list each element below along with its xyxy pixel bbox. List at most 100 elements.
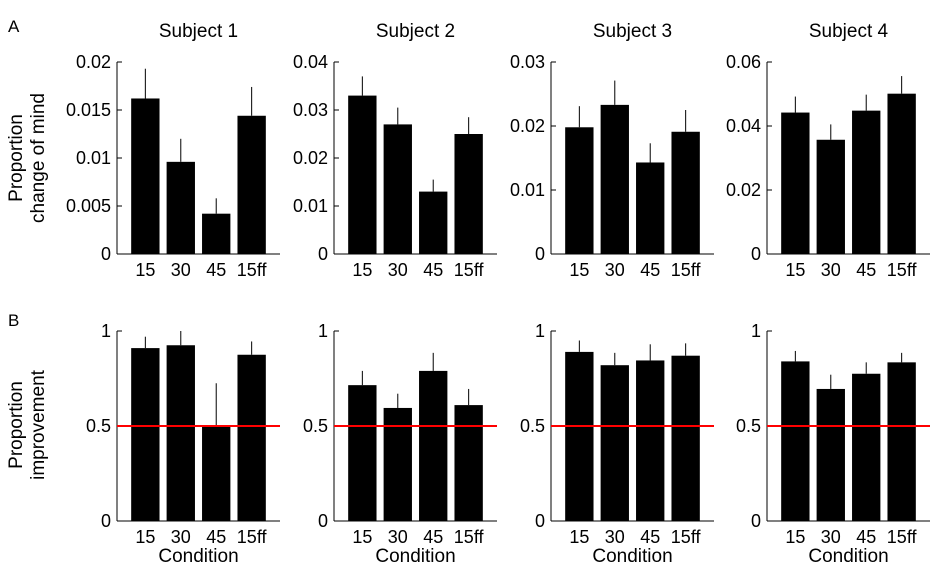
chart8-xtick-1: 15 — [785, 527, 805, 547]
chart2-bar-4 — [454, 134, 483, 254]
chart7-bar-1 — [565, 351, 594, 521]
chart4-bar-4 — [887, 93, 916, 255]
chart3-ytick-3: 0.02 — [510, 116, 545, 136]
chart4-bar-2 — [816, 139, 845, 254]
chart7-xtick-4: 15ff — [671, 527, 702, 547]
chart3-bar-2 — [600, 104, 629, 254]
chart5-ytick-1: 0 — [101, 511, 111, 531]
chart2-bar-3 — [419, 191, 448, 254]
chart6-bar-3 — [419, 370, 448, 521]
chart7-ytick-3: 1 — [535, 321, 545, 341]
chart6-xtick-4: 15ff — [454, 527, 485, 547]
chart8-ytick-2: 0.5 — [736, 416, 761, 436]
chart6-bar-4 — [454, 405, 483, 521]
chart6-xtick-2: 30 — [388, 527, 408, 547]
chart4-ytick-4: 0.06 — [726, 52, 761, 72]
chart8-xtick-3: 45 — [856, 527, 876, 547]
chart6-bar-1 — [348, 385, 377, 521]
chart2-xtick-3: 45 — [423, 260, 443, 280]
chart3-bar-1 — [565, 127, 594, 254]
chart3-title: Subject 3 — [593, 21, 672, 42]
chart4-bar-3 — [852, 110, 881, 254]
chart5-panel: 15 30 45 15ff 0 0.5 1 Condition — [86, 321, 280, 566]
chart3-panel: Subject 3 15 30 45 15ff 0 0.01 0.02 0.03 — [510, 21, 714, 280]
chart3-xtick-3: 45 — [640, 260, 660, 280]
chart2-bar-1 — [348, 95, 377, 254]
chart6-panel: 15 30 45 15ff 0 0.5 1 Condition — [303, 321, 497, 566]
chart1-bar-2 — [166, 161, 195, 254]
chart1-xtick-3: 45 — [206, 260, 226, 280]
chart4-ytick-3: 0.04 — [726, 116, 761, 136]
chart2-ytick-4: 0.03 — [293, 100, 328, 120]
chart1-bar-3 — [202, 213, 231, 254]
chart2-xtick-4: 15ff — [454, 260, 485, 280]
chart7-bar-4 — [671, 355, 700, 521]
chart6-xtick-1: 15 — [352, 527, 372, 547]
chart3-ytick-1: 0 — [535, 244, 545, 264]
chart2-panel: Subject 2 15 30 45 15ff 0 0.01 0.02 0.03 0.04 — [293, 21, 497, 280]
chart7-xlabel: Condition — [592, 546, 672, 566]
chart5-xtick-1: 15 — [135, 527, 155, 547]
chart1-bar-1 — [131, 98, 160, 254]
chart6-ytick-2: 0.5 — [303, 416, 328, 436]
chart1-ytick-1: 0 — [101, 244, 111, 264]
chart8-ytick-1: 0 — [751, 511, 761, 531]
chart2-bar-2 — [383, 124, 412, 255]
chart1-xtick-1: 15 — [135, 260, 155, 280]
chart4-title: Subject 4 — [809, 21, 889, 42]
chart8-bar-1 — [781, 361, 810, 521]
chart4-xtick-1: 15 — [785, 260, 805, 280]
chart5-ytick-3: 1 — [101, 321, 111, 341]
chart3-xtick-1: 15 — [569, 260, 589, 280]
chart1-ytick-4: 0.015 — [66, 100, 111, 120]
chart3-bar-3 — [636, 162, 665, 254]
row-a-ylabel-line2: change of mind — [28, 93, 49, 223]
chart5-xtick-4: 15ff — [237, 527, 268, 547]
chart4-panel: Subject 4 15 30 45 15ff 0 0.02 0.04 0.06 — [726, 21, 930, 280]
chart8-panel: 15 30 45 15ff 0 0.5 1 Condition — [736, 321, 930, 566]
chart2-xtick-1: 15 — [352, 260, 372, 280]
chart2-title: Subject 2 — [376, 21, 455, 42]
chart4-xtick-2: 30 — [821, 260, 841, 280]
chart3-bar-4 — [671, 131, 700, 254]
chart5-xtick-2: 30 — [171, 527, 191, 547]
chart8-bar-3 — [852, 373, 881, 521]
chart6-ytick-3: 1 — [318, 321, 328, 341]
chart8-bar-4 — [887, 362, 916, 521]
chart7-ytick-1: 0 — [535, 511, 545, 531]
chart3-xtick-4: 15ff — [671, 260, 702, 280]
chart4-bar-1 — [781, 112, 810, 254]
chart2-ytick-1: 0 — [318, 244, 328, 264]
chart1-title: Subject 1 — [159, 21, 238, 42]
chart1-panel: Subject 1 15 30 45 15ff 0 0.005 0.01 0.015 0.02 — [66, 21, 280, 280]
chart7-xtick-3: 45 — [640, 527, 660, 547]
chart5-xtick-3: 45 — [206, 527, 226, 547]
chart3-ytick-2: 0.01 — [510, 180, 545, 200]
chart8-xtick-4: 15ff — [887, 527, 918, 547]
chart7-bar-2 — [600, 365, 629, 521]
chart7-xtick-2: 30 — [605, 527, 625, 547]
chart4-ytick-2: 0.02 — [726, 180, 761, 200]
chart2-ytick-5: 0.04 — [293, 52, 328, 72]
chart3-xtick-2: 30 — [605, 260, 625, 280]
chart1-bar-4 — [237, 115, 266, 254]
chart2-xtick-2: 30 — [388, 260, 408, 280]
chart6-xtick-3: 45 — [423, 527, 443, 547]
chart8-xlabel: Condition — [808, 546, 888, 566]
chart8-ytick-3: 1 — [751, 321, 761, 341]
row-b-ylabel-line2: improvement — [28, 369, 49, 480]
panel-letter-a: A — [8, 17, 20, 36]
chart2-ytick-2: 0.01 — [293, 196, 328, 216]
chart7-bar-3 — [636, 360, 665, 521]
chart1-ytick-2: 0.005 — [66, 196, 111, 216]
subplots: Subject 1 15 30 45 15ff 0 0.005 0.01 0.015 0.02 Su… — [66, 21, 930, 566]
row-b-ylabel-line1: Proportion — [6, 381, 27, 469]
chart7-xtick-1: 15 — [569, 527, 589, 547]
chart5-bar-4 — [237, 354, 266, 521]
chart5-bar-1 — [131, 348, 160, 521]
chart5-bar-2 — [166, 345, 195, 521]
chart4-ytick-1: 0 — [751, 244, 761, 264]
chart1-xtick-2: 30 — [171, 260, 191, 280]
chart6-ytick-1: 0 — [318, 511, 328, 531]
